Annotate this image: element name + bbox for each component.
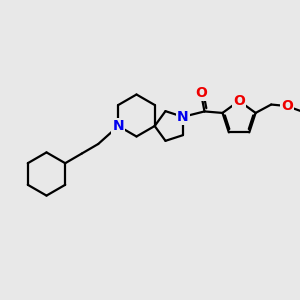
Text: N: N	[112, 119, 124, 133]
Text: O: O	[195, 86, 207, 100]
Text: O: O	[233, 94, 245, 108]
Text: O: O	[281, 99, 293, 113]
Text: N: N	[177, 110, 189, 124]
